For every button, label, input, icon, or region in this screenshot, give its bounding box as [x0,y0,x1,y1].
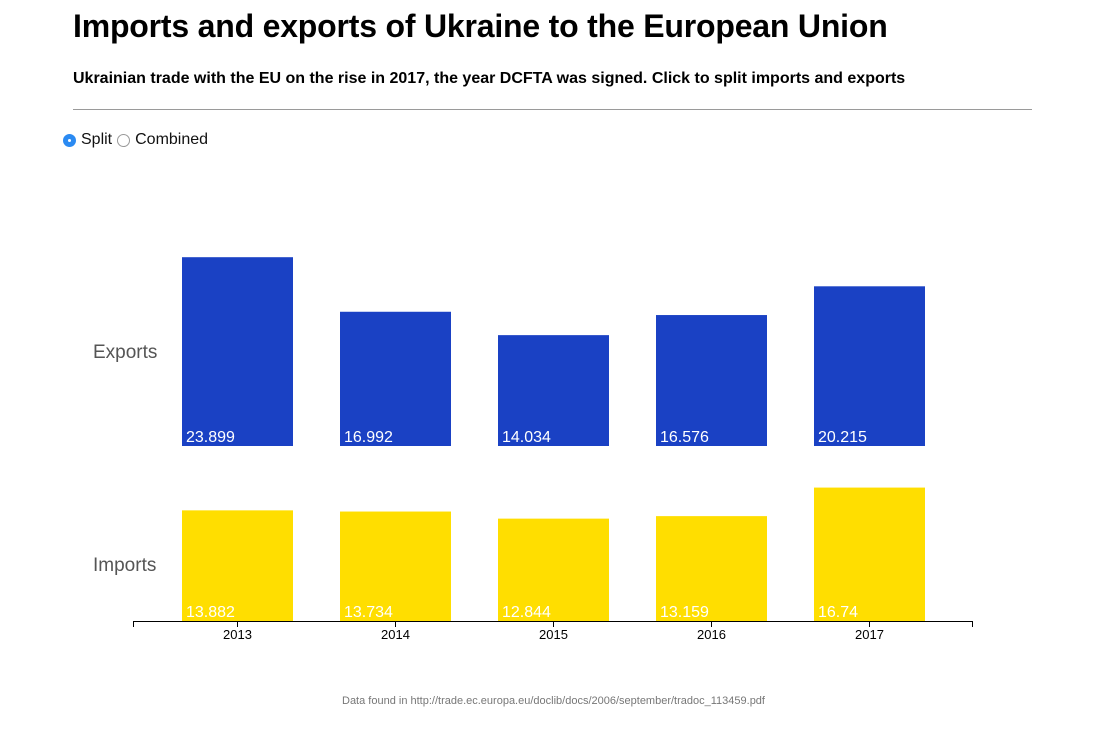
combined-radio[interactable] [117,133,131,147]
imports-value-label: 13.882 [186,604,235,621]
exports-value-label: 16.576 [660,429,709,446]
exports-value-label: 20.215 [818,429,867,446]
imports-bar [498,518,609,621]
combined-label[interactable]: Combined [135,131,209,148]
imports-value-label: 13.734 [344,604,393,621]
imports-bar [656,516,767,621]
imports-value-label: 16.74 [818,604,858,621]
split-label[interactable]: Split [81,131,113,148]
exports-value-label: 23.899 [186,429,235,446]
exports-bar [340,311,451,446]
x-tick-label: 2016 [697,627,726,642]
split-radio[interactable] [63,133,76,147]
view-toggle: Split Combined [63,130,208,150]
split-option[interactable]: Split [63,131,112,149]
chart-subtitle: Ukrainian trade with the EU on the rise … [73,70,906,87]
chart-title: Imports and exports of Ukraine to the Eu… [73,8,888,44]
imports-value-label: 12.844 [502,604,551,621]
x-tick-label: 2015 [539,627,568,642]
imports-bar [182,510,293,621]
x-tick-label: 2014 [381,627,410,642]
exports-row-label: Exports [93,342,157,363]
imports-row-label: Imports [93,555,156,576]
exports-value-label: 16.992 [344,429,393,446]
source-note: Data found in http://trade.ec.europa.eu/… [342,695,765,707]
title-divider [73,109,1032,110]
exports-bar [656,315,767,446]
imports-value-label: 13.159 [660,604,709,621]
imports-bar [340,511,451,621]
exports-bar [498,335,609,446]
x-tick-label: 2017 [855,627,884,642]
exports-bar [182,257,293,446]
imports-bar [814,487,925,621]
exports-value-label: 14.034 [502,429,551,446]
combined-option[interactable]: Combined [117,131,208,149]
exports-bar [814,286,925,446]
x-tick-label: 2013 [223,627,252,642]
